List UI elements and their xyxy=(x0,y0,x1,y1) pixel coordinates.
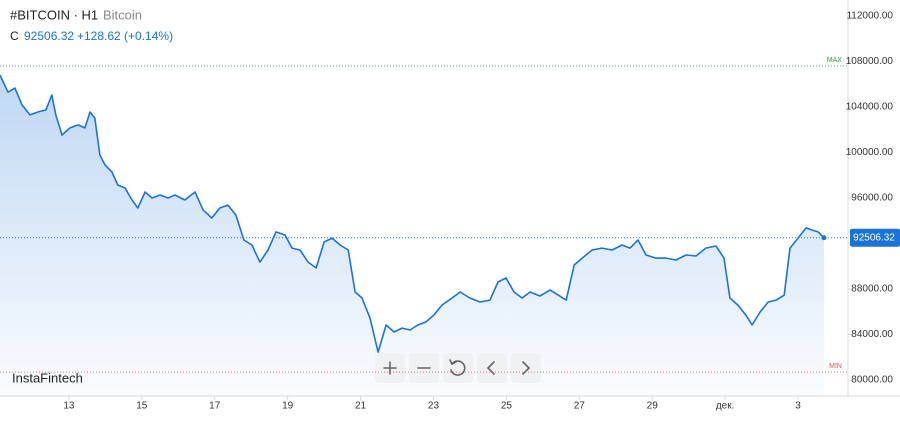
y-tick-label: 112000.00 xyxy=(846,11,893,22)
zoom-in-button[interactable] xyxy=(375,353,405,383)
last-price-tag xyxy=(850,228,900,247)
y-tick-label: 80000.00 xyxy=(851,375,893,386)
watermark: InstaFintech xyxy=(12,370,83,385)
x-tick-label: 19 xyxy=(282,401,294,412)
x-tick-label: 29 xyxy=(647,401,659,412)
x-tick-label: дек. xyxy=(716,401,735,412)
x-tick-label: 25 xyxy=(501,401,513,412)
plot-area xyxy=(0,74,825,396)
zoom-controls xyxy=(375,353,541,383)
y-tick-label: 104000.00 xyxy=(846,102,894,113)
reference-label: MAX xyxy=(827,57,843,64)
x-tick-label: 27 xyxy=(574,401,586,412)
y-tick-label: 88000.00 xyxy=(851,284,893,295)
x-tick-label: 15 xyxy=(136,401,148,412)
scroll-left-button[interactable] xyxy=(477,353,507,383)
y-tick-label: 84000.00 xyxy=(851,329,893,340)
x-tick-label: 17 xyxy=(209,401,221,412)
last-point xyxy=(821,235,827,241)
x-tick-label: 13 xyxy=(63,401,75,412)
scroll-right-button[interactable] xyxy=(511,353,541,383)
y-tick-label: 96000.00 xyxy=(851,193,893,204)
y-tick-label: 100000.00 xyxy=(846,147,894,158)
reference-label: MIN xyxy=(829,363,842,370)
x-tick-label: 23 xyxy=(428,401,440,412)
zoom-out-button[interactable] xyxy=(409,353,439,383)
x-tick-label: 3 xyxy=(795,401,801,412)
change: +128.62 (+0.14%) xyxy=(77,29,173,43)
symbol: #BITCOIN · H1 xyxy=(10,7,98,22)
price-line xyxy=(0,74,825,353)
area-fill xyxy=(0,75,824,396)
x-tick-label: 21 xyxy=(355,401,367,412)
y-tick-label: 108000.00 xyxy=(846,56,894,67)
close-prefix: C xyxy=(10,29,19,43)
instrument-name: Bitcoin xyxy=(103,7,142,22)
reset-button[interactable] xyxy=(443,353,473,383)
last-price-label: 92506.32 xyxy=(853,232,895,243)
close-value: 92506.32 xyxy=(24,29,74,43)
